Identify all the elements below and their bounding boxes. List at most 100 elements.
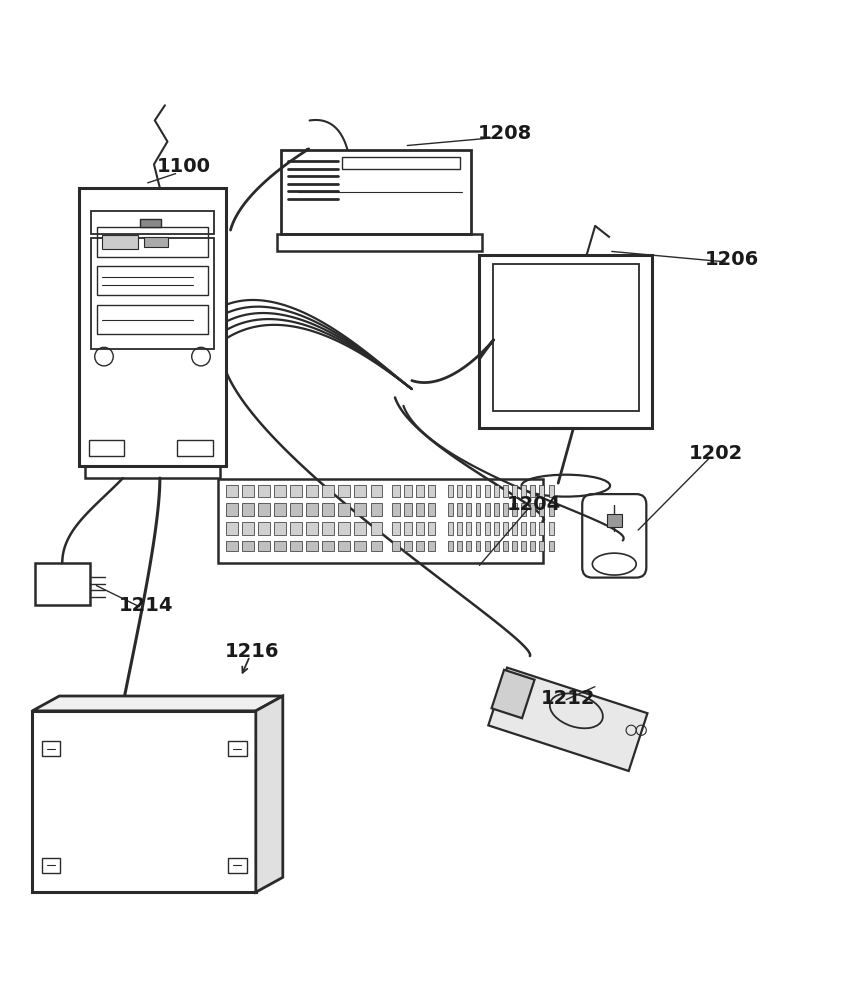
Bar: [242, 522, 254, 535]
Bar: [228, 741, 246, 756]
Bar: [92, 211, 214, 234]
Bar: [416, 522, 424, 535]
Text: 1202: 1202: [689, 444, 743, 463]
Bar: [416, 541, 424, 551]
Bar: [512, 541, 517, 551]
Bar: [521, 503, 526, 516]
Bar: [370, 485, 382, 497]
Bar: [475, 503, 481, 516]
Bar: [458, 485, 462, 497]
Bar: [258, 522, 270, 535]
Bar: [339, 522, 351, 535]
Bar: [521, 522, 526, 535]
Bar: [98, 266, 208, 295]
Bar: [342, 157, 460, 169]
Bar: [306, 541, 318, 551]
Bar: [258, 541, 270, 551]
Bar: [323, 485, 335, 497]
Bar: [227, 541, 238, 551]
Bar: [404, 485, 412, 497]
Bar: [339, 503, 351, 516]
Bar: [458, 503, 462, 516]
Bar: [274, 522, 286, 535]
Bar: [494, 485, 498, 497]
Bar: [370, 522, 382, 535]
Bar: [42, 858, 60, 873]
Polygon shape: [32, 696, 283, 711]
Text: 1216: 1216: [224, 642, 278, 661]
Text: 1204: 1204: [507, 495, 561, 514]
Bar: [98, 227, 208, 257]
Bar: [548, 522, 554, 535]
Bar: [290, 503, 302, 516]
Bar: [466, 522, 471, 535]
Bar: [548, 503, 554, 516]
Bar: [227, 485, 238, 497]
Bar: [274, 485, 286, 497]
Polygon shape: [488, 668, 648, 771]
Bar: [404, 503, 412, 516]
Bar: [227, 503, 238, 516]
Bar: [539, 541, 544, 551]
Bar: [32, 711, 256, 892]
Bar: [428, 503, 436, 516]
Bar: [428, 522, 436, 535]
Bar: [448, 541, 453, 551]
Bar: [392, 503, 400, 516]
Text: 1100: 1100: [157, 157, 211, 176]
Bar: [448, 485, 453, 497]
Bar: [140, 219, 161, 227]
Bar: [281, 150, 471, 234]
Bar: [521, 541, 526, 551]
Bar: [521, 485, 526, 497]
Bar: [404, 522, 412, 535]
Bar: [475, 485, 481, 497]
Bar: [258, 503, 270, 516]
Bar: [290, 522, 302, 535]
Bar: [89, 440, 124, 456]
Bar: [370, 541, 382, 551]
Bar: [458, 541, 462, 551]
Bar: [548, 541, 554, 551]
Bar: [242, 541, 254, 551]
Bar: [531, 541, 535, 551]
Bar: [355, 522, 366, 535]
Bar: [512, 485, 517, 497]
Bar: [448, 503, 453, 516]
Bar: [306, 522, 318, 535]
Bar: [242, 503, 254, 516]
Bar: [274, 541, 286, 551]
Bar: [475, 522, 481, 535]
Bar: [503, 541, 508, 551]
Bar: [339, 485, 351, 497]
Bar: [607, 514, 621, 527]
Polygon shape: [256, 696, 283, 892]
Text: 1206: 1206: [706, 250, 760, 269]
Bar: [79, 188, 227, 466]
Bar: [404, 541, 412, 551]
Bar: [531, 503, 535, 516]
Bar: [306, 503, 318, 516]
Bar: [539, 485, 544, 497]
Bar: [274, 503, 286, 516]
Bar: [475, 541, 481, 551]
Bar: [466, 503, 471, 516]
Bar: [531, 485, 535, 497]
Bar: [42, 741, 60, 756]
Bar: [485, 485, 490, 497]
Bar: [323, 503, 335, 516]
Bar: [35, 563, 90, 605]
Bar: [428, 541, 436, 551]
Bar: [355, 503, 366, 516]
Bar: [242, 485, 254, 497]
Bar: [539, 522, 544, 535]
Bar: [258, 485, 270, 497]
Bar: [548, 485, 554, 497]
Bar: [485, 522, 490, 535]
Bar: [392, 541, 400, 551]
Bar: [323, 522, 335, 535]
Bar: [290, 485, 302, 497]
Polygon shape: [492, 670, 535, 718]
Bar: [392, 485, 400, 497]
Bar: [503, 485, 508, 497]
